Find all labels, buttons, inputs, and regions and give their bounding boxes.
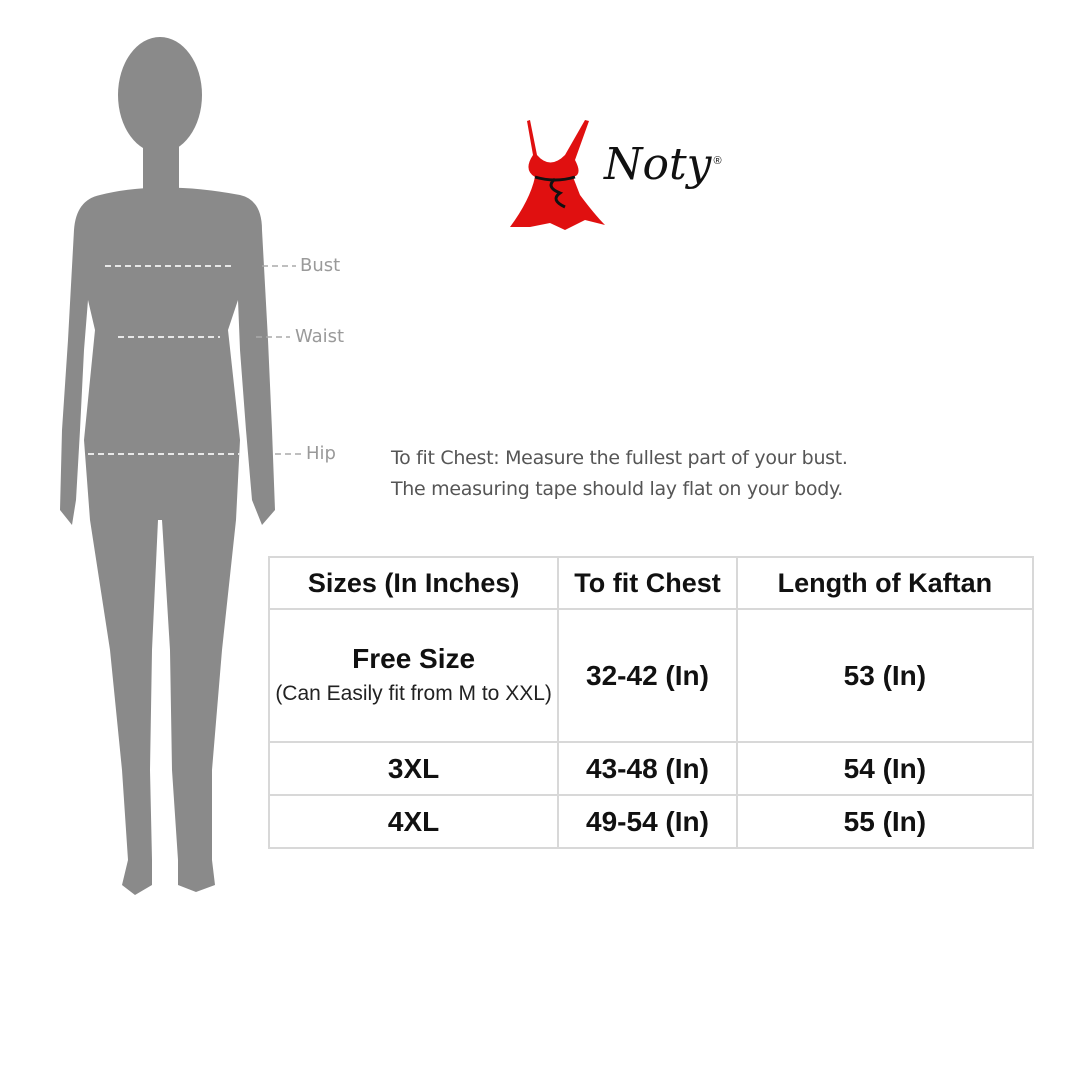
table-row: Free Size (Can Easily fit from M to XXL)… [267,608,1035,743]
instruction-line-1: To fit Chest: Measure the fullest part o… [391,447,848,469]
table-header-row: Sizes (In Inches) To fit Chest Length of… [267,556,1035,610]
size-name: Free Size [352,642,476,674]
waist-label: Waist [295,326,345,347]
chest-cell: 49-54 (In) [557,794,738,849]
instruction-line-2: The measuring tape should lay flat on yo… [391,478,843,500]
brand-wordmark: Noty ® [604,138,722,192]
size-cell: 3XL [267,741,560,796]
size-note: (Can Easily fit from M to XXL) [275,681,552,705]
size-cell: Free Size (Can Easily fit from M to XXL) [267,608,560,743]
registered-mark: ® [713,155,722,167]
size-cell: 4XL [267,794,560,849]
hip-label: Hip [306,443,336,464]
chest-cell: 43-48 (In) [557,741,738,796]
length-cell: 53 (In) [735,608,1035,743]
dress-logo-icon [510,120,605,230]
header-chest: To fit Chest [557,556,738,610]
length-cell: 54 (In) [735,741,1035,796]
length-cell: 55 (In) [735,794,1035,849]
table-row: 4XL 49-54 (In) 55 (In) [267,794,1035,849]
header-length: Length of Kaftan [735,556,1035,610]
body-silhouette [60,37,302,895]
header-sizes: Sizes (In Inches) [267,556,560,610]
bust-label: Bust [300,255,341,276]
brand-name: Noty [604,139,712,190]
chest-cell: 32-42 (In) [557,608,738,743]
table-row: 3XL 43-48 (In) 54 (In) [267,741,1035,796]
size-chart-table: Sizes (In Inches) To fit Chest Length of… [267,556,1035,849]
